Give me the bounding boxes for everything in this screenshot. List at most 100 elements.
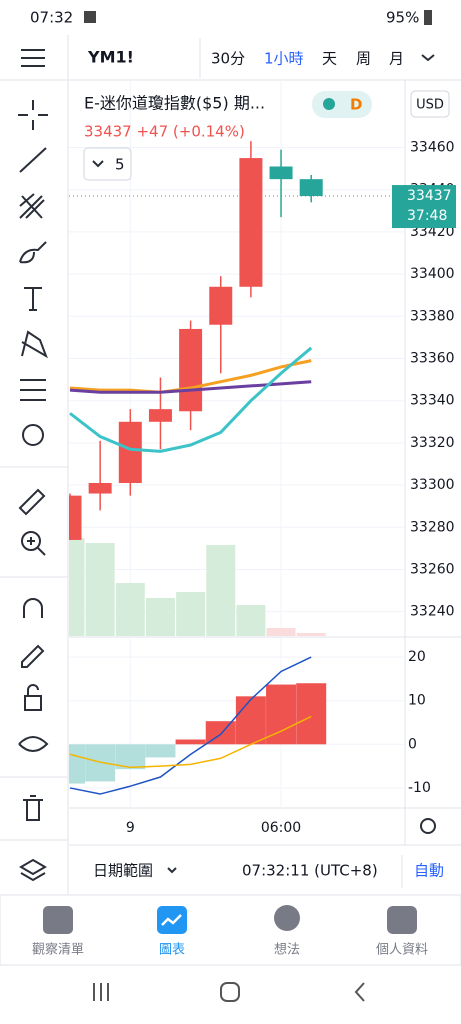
layers-icon[interactable]: [19, 858, 47, 882]
moving-average: [69, 380, 312, 394]
symbol[interactable]: YM1!: [87, 48, 134, 67]
interval[interactable]: 30分: [211, 50, 245, 68]
volume-bar: [296, 633, 326, 636]
macd-bar: [296, 683, 327, 745]
y-tick-label: 0: [408, 736, 417, 752]
candle-body: [239, 158, 263, 287]
volume-bar: [206, 545, 236, 636]
nav-label[interactable]: 圖表: [159, 943, 185, 958]
y-tick-label: 33320: [410, 435, 455, 451]
indicator-toggle[interactable]: [83, 147, 132, 181]
recent-apps[interactable]: [93, 983, 109, 1001]
y-tick-label: 10: [408, 693, 426, 709]
eye-icon[interactable]: [18, 736, 49, 752]
nav-bar: [0, 894, 461, 966]
date-range[interactable]: 日期範圍: [93, 862, 153, 880]
trash-icon[interactable]: [23, 795, 43, 821]
candle-body: [299, 179, 323, 197]
candle-body: [88, 482, 112, 494]
currency-box[interactable]: [410, 90, 450, 118]
brush-icon[interactable]: [19, 241, 47, 264]
candle-body: [209, 286, 233, 325]
interval[interactable]: 周: [356, 50, 371, 68]
legend-title: E-迷你道瓊指數($5) 期...: [84, 94, 265, 113]
magnet-icon[interactable]: [23, 598, 43, 618]
home-button[interactable]: [220, 982, 240, 1002]
status-pill: [312, 91, 372, 118]
menu-icon[interactable]: [21, 49, 45, 67]
text-icon[interactable]: [24, 287, 42, 311]
profile-icon[interactable]: [387, 906, 417, 934]
chevron: [167, 867, 177, 874]
macd-bar: [235, 696, 266, 745]
interval-more[interactable]: [421, 54, 435, 62]
chart-icon-line: [161, 914, 182, 926]
zoom-icon[interactable]: [21, 531, 41, 551]
volume-bar: [69, 538, 85, 636]
candle-body: [179, 328, 203, 412]
moving-average: [69, 359, 312, 394]
chart-icon[interactable]: [157, 906, 187, 934]
clock: 07:32:11 (UTC+8): [242, 862, 378, 880]
interval[interactable]: 天: [322, 50, 337, 68]
candle-body: [269, 166, 293, 180]
y-tick-label: 33300: [410, 477, 455, 493]
toolbar: [0, 49, 68, 882]
crosshair-icon[interactable]: [18, 100, 48, 130]
chevron: [92, 160, 104, 168]
y-tick-label: 33460: [410, 140, 455, 156]
volume-bar: [236, 605, 266, 636]
y-tick-label: 33380: [410, 308, 455, 324]
back-button[interactable]: [354, 982, 365, 1002]
currency: USD: [416, 98, 444, 113]
macd-line: [69, 656, 312, 795]
nav-label[interactable]: 想法: [274, 942, 300, 958]
y-tick-label: 33360: [410, 351, 455, 367]
trend-line-icon[interactable]: [19, 147, 47, 173]
zoom-icon-plus: [27, 537, 46, 556]
emoji-icon[interactable]: [22, 424, 44, 446]
y-tick-label: 20: [408, 649, 426, 665]
y-tick-label: 33240: [410, 604, 455, 620]
y-tick-label: 33280: [410, 519, 455, 535]
x-tick-label: 9: [126, 820, 135, 836]
macd-bar: [175, 739, 206, 745]
price-tag: [392, 185, 456, 229]
badge: D: [350, 96, 362, 114]
fib-icon[interactable]: [19, 193, 45, 219]
moving-average: [69, 346, 313, 453]
volume-bar: [115, 583, 145, 636]
y-tick-label: 33260: [410, 561, 455, 577]
volume-bar: [85, 543, 115, 636]
candle-body: [148, 409, 172, 422]
interval[interactable]: 月: [389, 50, 404, 68]
price-tag-value: 33437: [407, 188, 452, 204]
candle-body: [118, 421, 142, 483]
macd-bar: [266, 684, 297, 745]
lock-icon[interactable]: [24, 684, 42, 711]
ideas-icon[interactable]: [274, 905, 300, 931]
y-tick-label: 33340: [410, 393, 455, 409]
prediction-icon[interactable]: [20, 379, 46, 401]
volume-bar: [266, 628, 296, 636]
market-dot: [323, 98, 335, 110]
auto[interactable]: 自動: [414, 862, 444, 880]
status-icon: [84, 11, 96, 23]
pattern-icon[interactable]: [21, 330, 48, 359]
nav-label[interactable]: 觀察清單: [32, 943, 84, 958]
nav-label[interactable]: 個人資料: [376, 943, 428, 958]
volume-bar: [176, 592, 206, 636]
battery-icon: [424, 10, 432, 25]
volume-bar: [145, 598, 175, 636]
price-tag-countdown: 37:48: [407, 208, 447, 224]
ruler-icon[interactable]: [18, 488, 46, 516]
settings-icon[interactable]: [420, 818, 436, 834]
pencil-lock-icon[interactable]: [21, 644, 45, 668]
y-tick-label: -10: [408, 780, 431, 796]
macd-bar: [145, 744, 176, 758]
interval[interactable]: 1小時: [264, 50, 304, 68]
indicator-count: 5: [115, 156, 125, 174]
y-tick-label: 33400: [410, 266, 455, 282]
watchlist-icon[interactable]: [43, 906, 73, 934]
